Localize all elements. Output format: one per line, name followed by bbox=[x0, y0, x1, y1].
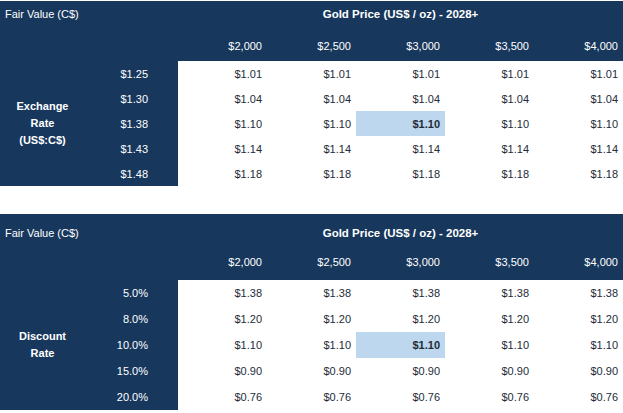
row-header: $1.43 bbox=[85, 136, 178, 161]
data-cell: $1.10 bbox=[445, 332, 534, 358]
data-cell: $1.04 bbox=[356, 86, 445, 111]
data-cell: $0.76 bbox=[534, 384, 623, 410]
data-cell: $0.76 bbox=[178, 384, 267, 410]
column-header: $3,000 bbox=[356, 244, 445, 280]
data-cell: $1.01 bbox=[356, 61, 445, 86]
data-cell: $1.38 bbox=[356, 280, 445, 306]
data-cell: $1.14 bbox=[267, 136, 356, 161]
data-cell: $1.20 bbox=[445, 306, 534, 332]
column-header: $3,500 bbox=[445, 244, 534, 280]
data-cell: $1.10 bbox=[267, 332, 356, 358]
data-cell: $1.20 bbox=[267, 306, 356, 332]
row-axis-label: Exchange Rate (US$:C$) bbox=[0, 61, 85, 186]
column-header: $2,000 bbox=[178, 31, 267, 61]
row-header: 15.0% bbox=[85, 358, 178, 384]
data-cell: $1.10 bbox=[534, 332, 623, 358]
data-cell: $1.10 bbox=[534, 111, 623, 136]
row-header: $1.25 bbox=[85, 61, 178, 86]
data-cell: $0.76 bbox=[267, 384, 356, 410]
row-header: $1.30 bbox=[85, 86, 178, 111]
data-cell: $1.01 bbox=[178, 61, 267, 86]
data-cell: $1.01 bbox=[534, 61, 623, 86]
column-header: $4,000 bbox=[534, 31, 623, 61]
data-cell: $1.18 bbox=[267, 161, 356, 186]
row-header: 20.0% bbox=[85, 384, 178, 410]
row-header: 8.0% bbox=[85, 306, 178, 332]
data-cell: $0.76 bbox=[356, 384, 445, 410]
data-cell: $1.20 bbox=[356, 306, 445, 332]
data-cell: $1.04 bbox=[267, 86, 356, 111]
data-cell: $1.14 bbox=[534, 136, 623, 161]
data-cell: $1.20 bbox=[534, 306, 623, 332]
data-cell: $1.38 bbox=[445, 280, 534, 306]
data-cell: $1.10 bbox=[267, 111, 356, 136]
column-header: $2,500 bbox=[267, 244, 356, 280]
data-cell: $1.18 bbox=[445, 161, 534, 186]
data-cell: $1.10 bbox=[178, 332, 267, 358]
data-cell: $1.04 bbox=[534, 86, 623, 111]
data-cell: $0.90 bbox=[534, 358, 623, 384]
data-cell: $0.76 bbox=[445, 384, 534, 410]
data-cell: $0.90 bbox=[267, 358, 356, 384]
column-header: $2,500 bbox=[267, 31, 356, 61]
data-cell: $1.14 bbox=[356, 136, 445, 161]
data-cell: $1.18 bbox=[356, 161, 445, 186]
data-cell: $1.14 bbox=[178, 136, 267, 161]
data-cell: $1.38 bbox=[534, 280, 623, 306]
row-header: $1.38 bbox=[85, 111, 178, 136]
highlighted-cell: $1.10 bbox=[356, 332, 445, 358]
data-cell: $1.38 bbox=[178, 280, 267, 306]
data-cell: $1.01 bbox=[445, 61, 534, 86]
row-axis-label: Discount Rate bbox=[0, 280, 85, 410]
column-header: $3,000 bbox=[356, 31, 445, 61]
data-cell: $1.04 bbox=[178, 86, 267, 111]
data-cell: $1.18 bbox=[534, 161, 623, 186]
column-header: $4,000 bbox=[534, 244, 623, 280]
corner-label: Fair Value (C$) bbox=[0, 214, 178, 244]
data-cell: $1.10 bbox=[178, 111, 267, 136]
data-cell: $0.90 bbox=[445, 358, 534, 384]
data-cell: $1.10 bbox=[445, 111, 534, 136]
data-cell: $0.90 bbox=[178, 358, 267, 384]
data-cell: $1.01 bbox=[267, 61, 356, 86]
table-title: Gold Price (US$ / oz) - 2028+ bbox=[178, 214, 623, 244]
row-header: $1.48 bbox=[85, 161, 178, 186]
data-cell: $1.04 bbox=[445, 86, 534, 111]
sensitivity-table-exchange-rate: Fair Value (C$) Gold Price (US$ / oz) - … bbox=[0, 1, 623, 186]
row-header: 5.0% bbox=[85, 280, 178, 306]
column-header: $3,500 bbox=[445, 31, 534, 61]
column-header: $2,000 bbox=[178, 244, 267, 280]
sensitivity-table-discount-rate: Fair Value (C$) Gold Price (US$ / oz) - … bbox=[0, 214, 623, 410]
data-cell: $1.20 bbox=[178, 306, 267, 332]
table-title: Gold Price (US$ / oz) - 2028+ bbox=[178, 1, 623, 31]
data-cell: $1.14 bbox=[445, 136, 534, 161]
data-cell: $0.90 bbox=[356, 358, 445, 384]
row-header: 10.0% bbox=[85, 332, 178, 358]
data-cell: $1.18 bbox=[178, 161, 267, 186]
highlighted-cell: $1.10 bbox=[356, 111, 445, 136]
corner-label: Fair Value (C$) bbox=[0, 1, 178, 31]
data-cell: $1.38 bbox=[267, 280, 356, 306]
